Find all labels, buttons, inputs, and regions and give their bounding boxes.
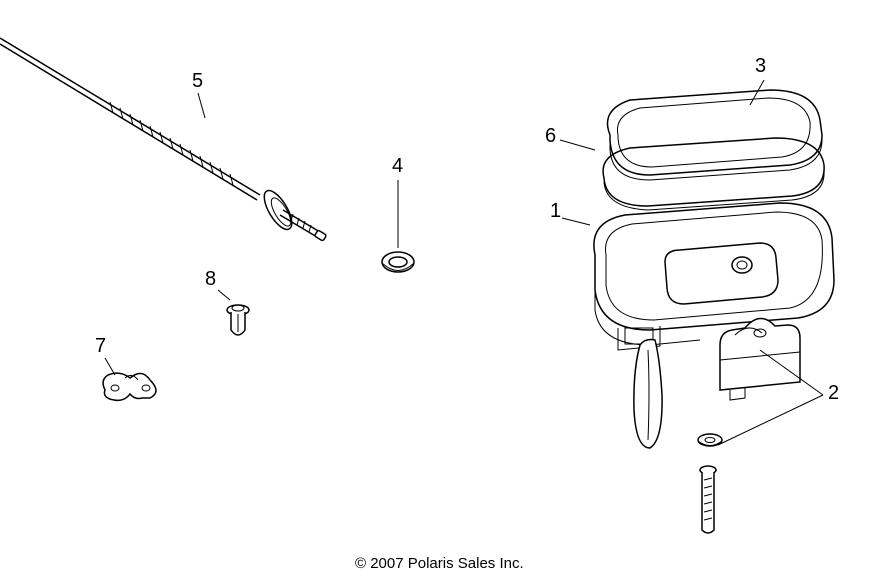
part-cover [608,90,823,180]
callout-5: 5 [192,70,203,93]
callout-1: 1 [550,200,561,223]
callout-4: 4 [392,155,403,178]
callout-2: 2 [828,382,839,405]
callout-7: 7 [95,335,106,358]
parts-illustration: .ln { stroke:#000; stroke-width:1.5; fil… [0,0,890,583]
part-cable [0,38,327,241]
part-housing [594,203,834,448]
callout-3: 3 [755,55,766,78]
part-bracket [698,318,800,533]
part-o-ring [382,252,414,272]
copyright-text: © 2007 Polaris Sales Inc. [355,555,524,572]
part-rivet [227,305,249,335]
part-clamp [103,373,156,400]
callout-6: 6 [545,125,556,148]
callout-8: 8 [205,268,216,291]
diagram-canvas: .ln { stroke:#000; stroke-width:1.5; fil… [0,0,890,583]
